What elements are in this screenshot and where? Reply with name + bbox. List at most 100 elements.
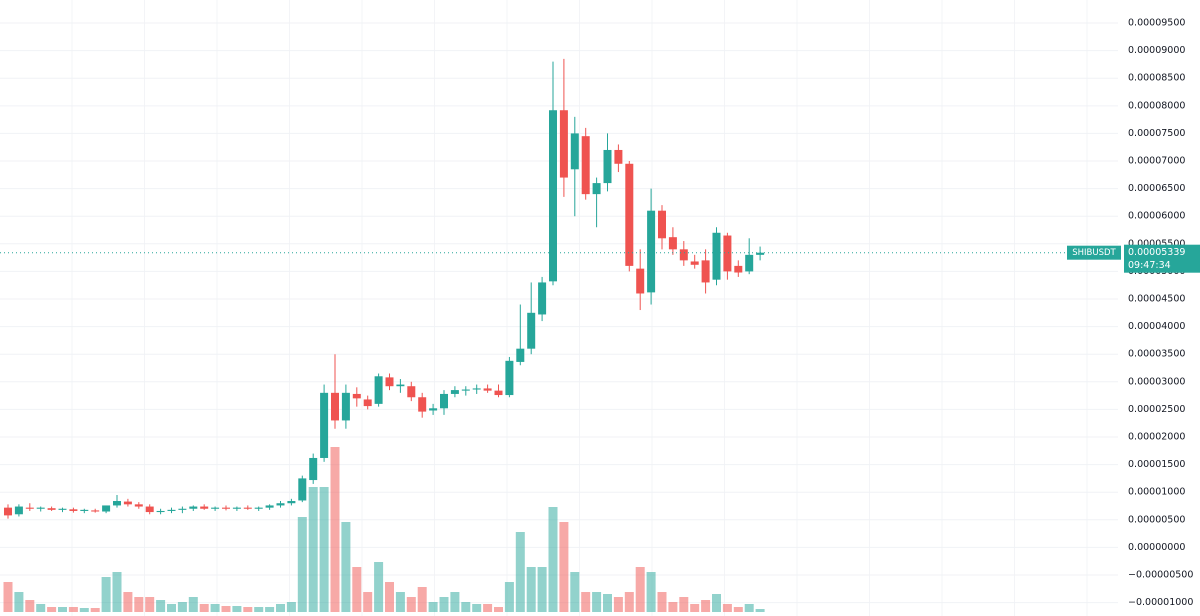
volume-bar [690, 604, 700, 612]
volume-bar [177, 602, 187, 612]
volume-bar [504, 582, 514, 612]
candle-body [614, 149, 623, 164]
y-tick-label: 0.00009000 [1128, 45, 1185, 56]
volume-bar [646, 572, 656, 612]
y-tick-label: −0.00001000 [1128, 597, 1193, 608]
candle-body [396, 384, 405, 387]
y-tick-label: 0.00006000 [1128, 211, 1185, 222]
candle-body [429, 408, 438, 411]
candle-body [483, 388, 492, 391]
volume-bar [58, 607, 67, 612]
volume-bar [101, 577, 111, 612]
volume-bar [199, 604, 209, 612]
volume-bar [276, 604, 285, 612]
volume-bar [461, 602, 471, 612]
y-tick-label: 0.00004000 [1128, 321, 1185, 332]
y-tick-label: 0.00000500 [1128, 514, 1185, 525]
volume-bar [624, 592, 634, 612]
candle-body [679, 249, 688, 261]
volume-bar [254, 607, 264, 612]
candle-body [407, 386, 416, 398]
y-tick-label: 0.00007000 [1128, 156, 1185, 167]
volume-bar [755, 609, 765, 612]
candle-body [243, 507, 252, 509]
volume-bar [395, 592, 405, 612]
candle-body [254, 507, 263, 509]
candle-body [211, 507, 220, 509]
candle-body [25, 507, 34, 509]
candle-body [363, 399, 372, 407]
candle-body [625, 163, 634, 266]
y-tick-label: 0.00003500 [1128, 349, 1185, 360]
y-tick-label: 0.00007500 [1128, 128, 1185, 139]
volume-bar [374, 562, 384, 612]
volume-bar [613, 597, 623, 612]
candle-body [47, 508, 56, 510]
volume-bar [603, 594, 612, 612]
candle-body [570, 133, 579, 170]
volume-bar [341, 522, 351, 612]
volume-bar [90, 608, 100, 612]
volume-bar [472, 604, 482, 612]
volume-bar [79, 608, 89, 612]
volume-bar [123, 592, 133, 612]
volume-bar [722, 604, 732, 612]
candle-body [58, 508, 67, 510]
candle-body [341, 392, 350, 421]
volume-bar [352, 567, 362, 612]
volume-bar [679, 597, 689, 612]
candle-body [712, 232, 721, 280]
candle-body [123, 501, 132, 505]
candle-body [516, 348, 525, 362]
symbol-tag [1067, 245, 1121, 260]
volume-bar [581, 592, 591, 612]
candle-body [178, 508, 187, 510]
volume-bar [243, 607, 253, 612]
price-tag [1124, 244, 1200, 273]
candle-body [701, 260, 710, 283]
candle-body [222, 507, 230, 509]
volume-bar [515, 532, 525, 612]
volume-bar [406, 597, 416, 612]
volume-layer [3, 447, 765, 612]
candle-body [320, 392, 329, 458]
volume-bar [14, 592, 24, 612]
candle-body [352, 393, 361, 399]
candle-body [102, 505, 111, 512]
candle-body [603, 149, 612, 184]
candle-body [374, 376, 383, 404]
volume-bar [167, 604, 176, 612]
volume-bar [221, 606, 231, 612]
candle-body [592, 183, 601, 195]
volume-bar [297, 517, 307, 612]
volume-bar [156, 600, 166, 612]
volume-bar [537, 567, 547, 612]
candle-body [494, 390, 503, 396]
symbol-label: SHIBUSDT [1072, 248, 1116, 258]
y-tick-label: 0.00008000 [1128, 100, 1185, 111]
candle-body [559, 110, 568, 178]
volume-bar [134, 597, 144, 612]
grid [0, 0, 1118, 616]
candle-body [200, 506, 209, 509]
volume-bar [145, 597, 155, 612]
volume-bar [319, 487, 329, 612]
candle-body [418, 397, 427, 412]
y-tick-label: 0.00009500 [1128, 18, 1185, 29]
candle-body [145, 506, 154, 513]
candle-body [134, 504, 143, 507]
volume-bar [428, 602, 438, 612]
volume-bar [363, 592, 373, 612]
volume-bar [417, 587, 427, 612]
volume-bar [744, 604, 754, 612]
volume-bar [330, 447, 340, 612]
candle-body [309, 457, 318, 481]
volume-bar [232, 606, 242, 612]
volume-bar [25, 600, 35, 612]
candle-body [287, 501, 296, 504]
volume-bar [592, 592, 602, 612]
volume-bar [548, 507, 558, 612]
candle-body [385, 377, 394, 387]
y-tick-label: 0.00004500 [1128, 294, 1185, 305]
